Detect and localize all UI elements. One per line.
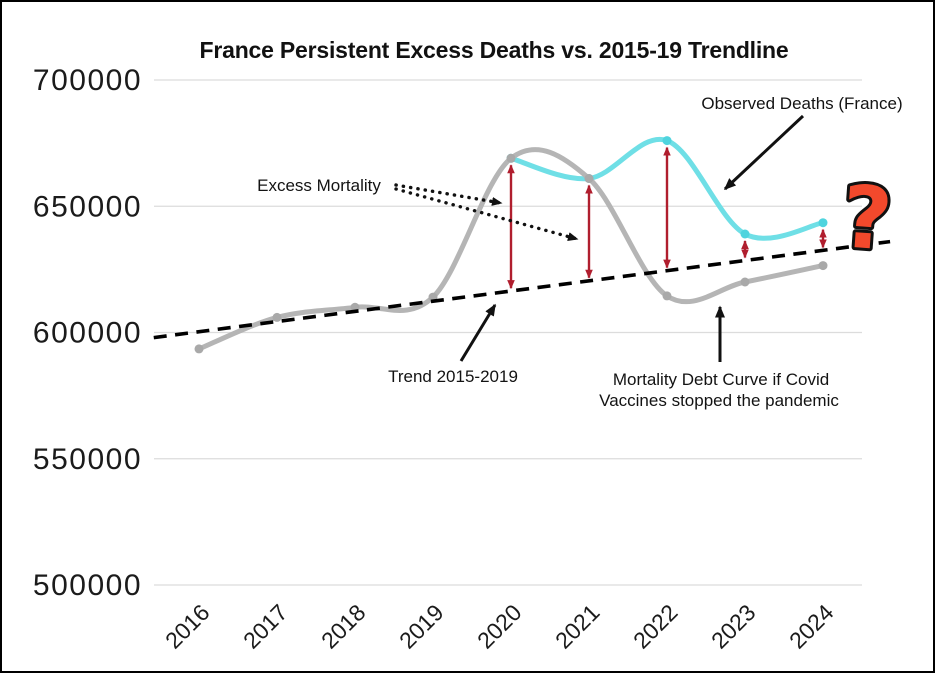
x-tick-label-2020: 2020	[472, 599, 527, 654]
data-series	[153, 136, 891, 354]
observed-deaths-point-2022	[662, 136, 672, 146]
x-tick-label-2016: 2016	[160, 599, 215, 654]
x-tick-label-2021: 2021	[550, 599, 605, 654]
x-tick-label-2018: 2018	[316, 599, 371, 654]
x-tick-label-2023: 2023	[706, 599, 761, 654]
mortality-debt-point-2024	[818, 261, 828, 271]
mortality-debt-point-2022	[662, 291, 672, 301]
excess-mortality-arrows	[507, 146, 827, 290]
observed-deaths-arrow	[723, 114, 805, 191]
trend-arrow	[459, 303, 497, 362]
mortality-debt-point-2016	[194, 344, 204, 354]
x-tick-label-2017: 2017	[238, 599, 293, 654]
x-axis-labels: 2016 2017 2018 2019 2020 2021 2022 2023 2024	[160, 599, 839, 654]
mortality-debt-point-2020	[506, 153, 516, 163]
y-tick-label-650000: 650000	[33, 190, 142, 223]
excess-dotted-arrow-lower	[394, 187, 579, 241]
y-tick-label-550000: 550000	[33, 443, 142, 476]
chart-title: France Persistent Excess Deaths vs. 2015…	[200, 37, 789, 63]
mortality-debt-point-2023	[740, 277, 750, 287]
observed-deaths-point-2023	[740, 229, 750, 239]
x-tick-label-2022: 2022	[628, 599, 683, 654]
y-axis-labels: 700000 650000 600000 550000 500000	[33, 64, 142, 602]
question-mark: ?	[838, 167, 895, 270]
mortality-debt-point-2021	[584, 174, 594, 183]
excess-dotted-arrow-upper	[394, 183, 503, 206]
mortality-debt-point-2017	[272, 312, 282, 322]
y-tick-label-500000: 500000	[33, 569, 142, 602]
trendline-2015-2019	[153, 239, 891, 340]
trend-label: Trend 2015-2019	[388, 367, 518, 386]
mortality-debt-label-line1: Mortality Debt Curve if Covid	[613, 370, 829, 389]
excess-mortality-label: Excess Mortality	[257, 176, 381, 195]
x-tick-label-2024: 2024	[784, 599, 839, 654]
observed-deaths-point-2024	[818, 218, 828, 228]
y-tick-label-700000: 700000	[33, 64, 142, 97]
gridlines	[154, 79, 862, 586]
y-tick-label-600000: 600000	[33, 317, 142, 350]
observed-deaths-label: Observed Deaths (France)	[701, 94, 902, 113]
mortality-debt-label-line2: Vaccines stopped the pandemic	[599, 391, 839, 410]
x-tick-label-2019: 2019	[394, 599, 449, 654]
